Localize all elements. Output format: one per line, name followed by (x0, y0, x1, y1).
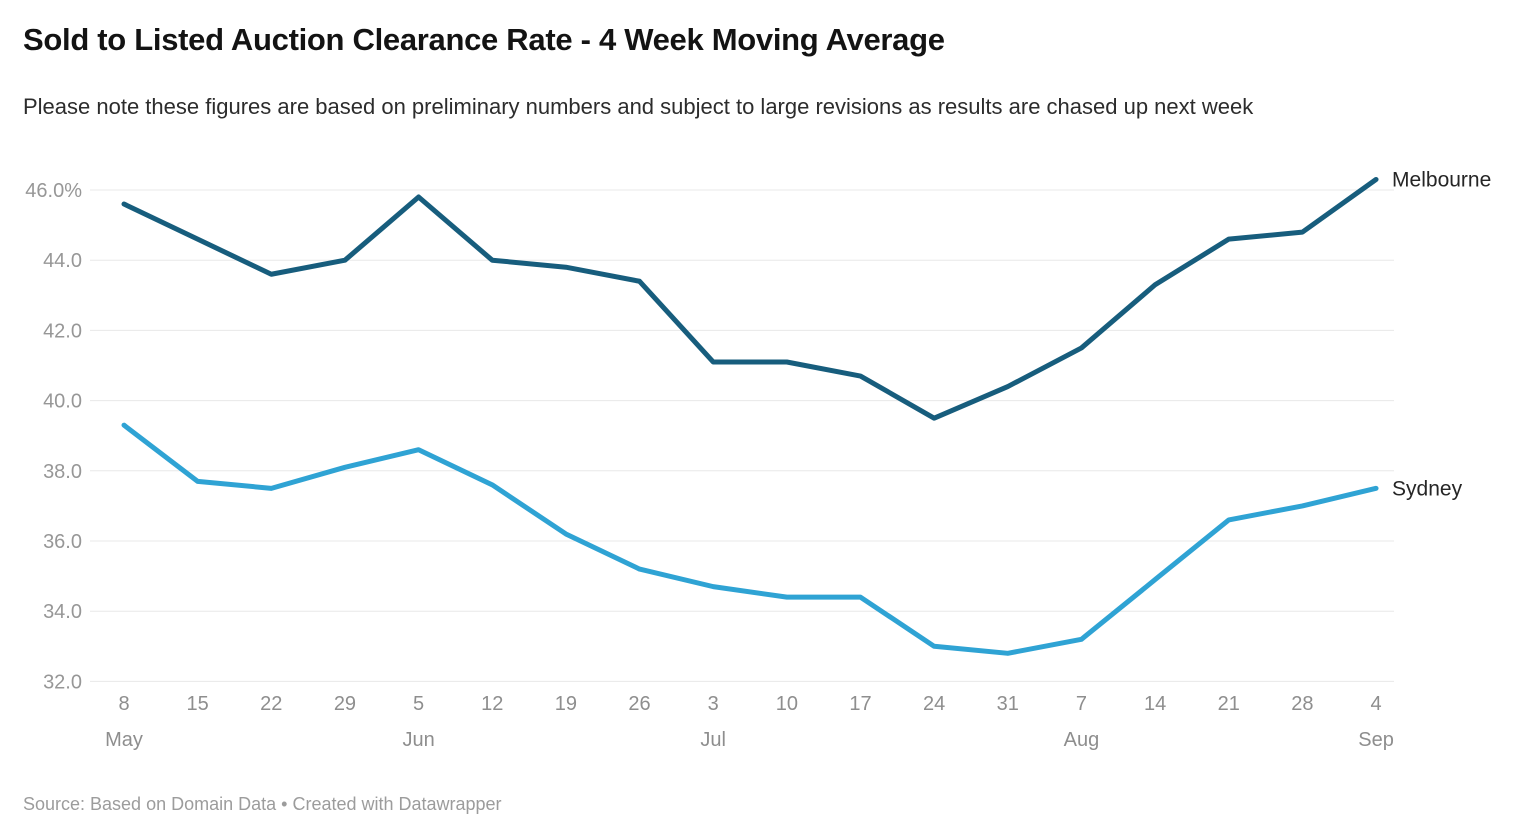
x-axis-tick-label: 31 (997, 693, 1019, 715)
x-axis-tick-label: 22 (260, 693, 282, 715)
series-label-sydney: Sydney (1392, 477, 1463, 500)
y-axis-tick-label: 34.0 (43, 601, 82, 623)
y-axis-tick-label: 40.0 (43, 391, 82, 413)
x-axis-tick-label: 14 (1144, 693, 1166, 715)
x-axis-tick-label: 21 (1218, 693, 1240, 715)
series-line-sydney (121, 422, 1379, 656)
source-note: Source: Based on Domain Data • Created w… (23, 794, 502, 814)
x-axis-month-label: Jul (700, 729, 726, 751)
x-axis-tick-label: 17 (849, 693, 871, 715)
x-axis-tick-label: 19 (555, 693, 577, 715)
x-axis-tick-label: 24 (923, 693, 945, 715)
chart-subtitle: Please note these figures are based on p… (23, 94, 1254, 119)
line-chart-svg: 32.0 34.0 36.0 38.0 40.0 42.0 44.0 46.0% 8 15 22 29… (25, 168, 1491, 751)
y-axis-tick-label: 36.0 (43, 531, 82, 553)
x-axis-tick-label: 15 (187, 693, 209, 715)
x-axis-tick-label: 3 (708, 693, 719, 715)
x-axis-month-label: Sep (1358, 729, 1394, 751)
x-axis-tick-label: 12 (481, 693, 503, 715)
y-axis-tick-label: 42.0 (43, 320, 82, 342)
x-axis-tick-label: 4 (1370, 693, 1381, 715)
plot-area: 32.0 34.0 36.0 38.0 40.0 42.0 44.0 46.0% 8 15 22 29… (0, 160, 1540, 790)
x-axis-month-label: May (105, 729, 143, 751)
x-axis-tick-label: 29 (334, 693, 356, 715)
x-axis-tick-label: 5 (413, 693, 424, 715)
x-axis-tick-label: 10 (776, 693, 798, 715)
y-axis-tick-label: 44.0 (43, 250, 82, 272)
x-axis-tick-label: 7 (1076, 693, 1087, 715)
x-axis-month-label: Aug (1064, 729, 1100, 751)
y-axis-tick-label: 38.0 (43, 461, 82, 483)
x-axis-tick-label: 28 (1291, 693, 1313, 715)
x-axis-tick-label: 26 (628, 693, 650, 715)
chart-title: Sold to Listed Auction Clearance Rate - … (23, 22, 945, 57)
x-axis-month-label: Jun (402, 729, 434, 751)
series-label-melbourne: Melbourne (1392, 168, 1491, 191)
y-axis-tick-label: 32.0 (43, 671, 82, 693)
x-axis-tick-label: 8 (118, 693, 129, 715)
y-axis-tick-label: 46.0% (25, 180, 82, 202)
series-line-melbourne (121, 176, 1379, 421)
